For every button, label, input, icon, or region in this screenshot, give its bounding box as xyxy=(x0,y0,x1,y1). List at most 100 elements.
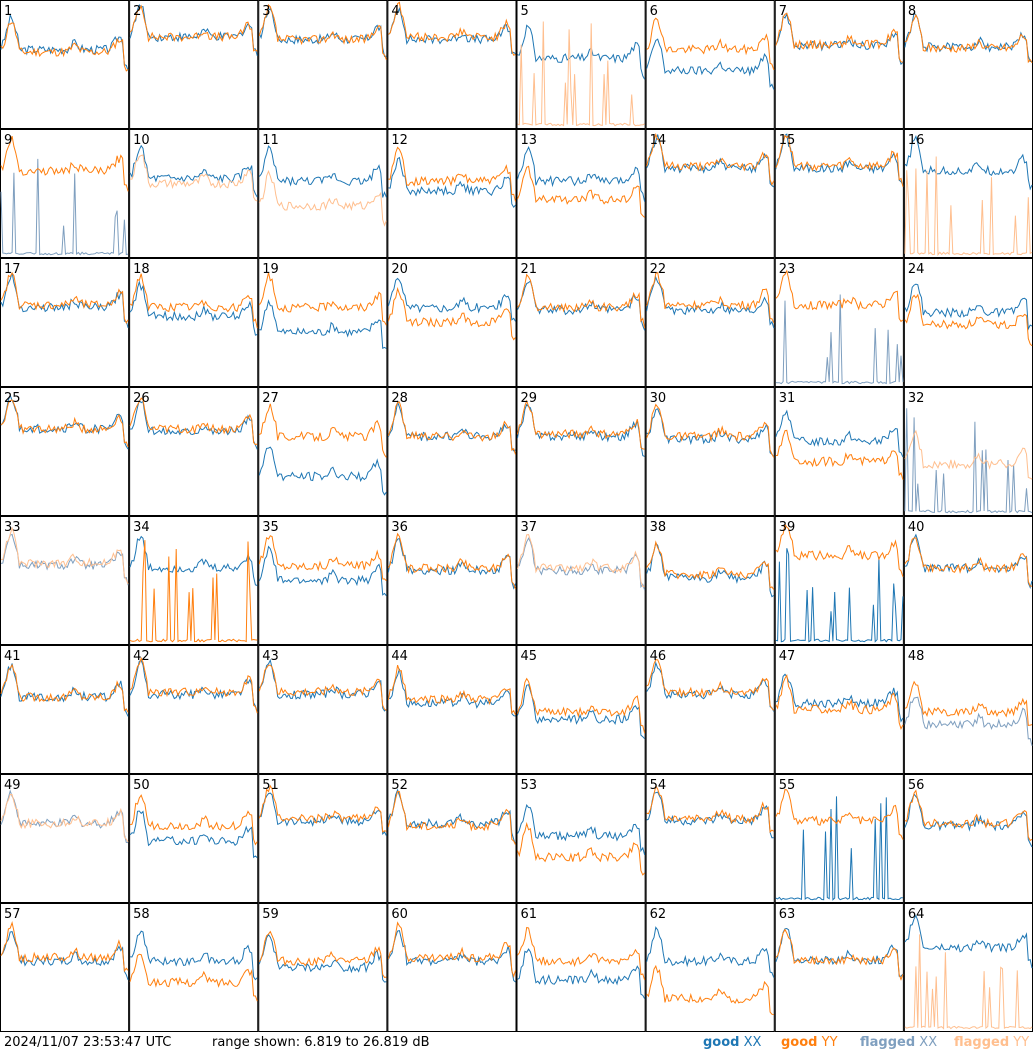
panel-50: 50 xyxy=(129,774,259,903)
panel-21: 21 xyxy=(516,258,646,387)
series-good-xx xyxy=(646,38,775,90)
series-good-xx xyxy=(775,548,904,643)
series-good-yy xyxy=(646,964,774,1016)
panel-label: 32 xyxy=(908,391,925,406)
series-good-xx xyxy=(258,446,387,496)
panel-frame xyxy=(774,387,904,516)
series-good-xx xyxy=(517,24,646,80)
series-good-xx xyxy=(387,930,516,983)
panel-frame xyxy=(258,0,388,129)
panel-57: 57 xyxy=(0,903,130,1032)
series-good-yy xyxy=(775,673,904,731)
series-good-yy xyxy=(259,403,387,458)
panel-label: 35 xyxy=(262,520,279,535)
series-good-xx xyxy=(646,275,775,329)
panel-40: 40 xyxy=(903,516,1033,645)
panel-7: 7 xyxy=(774,0,904,129)
panel-frame xyxy=(774,903,904,1032)
panel-frame xyxy=(387,0,517,129)
series-good-xx xyxy=(388,6,516,55)
panel-35: 35 xyxy=(258,516,388,645)
panel-label: 53 xyxy=(521,778,538,793)
panel-13: 13 xyxy=(516,129,646,258)
panel-label: 19 xyxy=(262,262,279,277)
panel-frame xyxy=(645,903,775,1032)
panel-59: 59 xyxy=(258,903,388,1032)
panel-14: 14 xyxy=(645,129,775,258)
series-good-xx xyxy=(517,948,646,999)
panel-frame xyxy=(645,258,775,387)
panel-frame xyxy=(645,645,775,774)
panel-27: 27 xyxy=(258,387,388,516)
panel-31: 31 xyxy=(774,387,904,516)
series-flagged-xx xyxy=(0,533,129,586)
panel-label: 47 xyxy=(779,649,796,664)
series-good-yy xyxy=(258,272,387,326)
panel-frame xyxy=(903,129,1033,258)
panel-label: 1 xyxy=(4,4,12,19)
panel-frame xyxy=(645,516,775,645)
panel-10: 10 xyxy=(129,129,259,258)
panel-4: 4 xyxy=(387,0,517,129)
panel-frame xyxy=(387,516,517,645)
panel-28: 28 xyxy=(387,387,517,516)
series-good-yy xyxy=(129,540,258,643)
panel-20: 20 xyxy=(387,258,517,387)
panel-frame xyxy=(129,774,259,903)
panel-label: 20 xyxy=(391,262,408,277)
panel-label: 43 xyxy=(262,649,279,664)
panel-51: 51 xyxy=(258,774,388,903)
series-good-xx xyxy=(129,280,258,336)
panel-frame xyxy=(774,0,904,129)
legend-flagged-xx: flagged XX xyxy=(860,1035,938,1050)
panel-label: 54 xyxy=(650,778,667,793)
panel-frame xyxy=(516,645,646,774)
series-flagged-xx xyxy=(904,696,1033,746)
series-good-yy xyxy=(387,790,516,845)
panel-frame xyxy=(774,774,904,903)
panel-frame xyxy=(387,387,517,516)
series-good-yy xyxy=(387,401,516,455)
legend-flagged-yy: flagged YY xyxy=(954,1035,1030,1050)
panel-48: 48 xyxy=(903,645,1033,774)
series-good-yy xyxy=(0,399,129,448)
panel-label: 9 xyxy=(4,133,12,148)
panel-23: 23 xyxy=(774,258,904,387)
panel-17: 17 xyxy=(0,258,130,387)
panel-label: 51 xyxy=(262,778,279,793)
panel-55: 55 xyxy=(774,774,904,903)
panel-frame xyxy=(0,774,130,903)
series-good-yy xyxy=(0,920,129,973)
panel-label: 8 xyxy=(908,4,916,19)
series-good-yy xyxy=(258,930,387,978)
series-good-xx xyxy=(388,156,516,209)
panel-label: 29 xyxy=(521,391,538,406)
panel-label: 18 xyxy=(133,262,150,277)
series-good-yy xyxy=(646,659,775,711)
panel-25: 25 xyxy=(0,387,130,516)
panel-60: 60 xyxy=(387,903,517,1032)
series-good-xx xyxy=(517,803,646,856)
panel-label: 50 xyxy=(133,778,150,793)
panel-label: 26 xyxy=(133,391,150,406)
series-good-yy xyxy=(775,12,903,63)
panel-label: 13 xyxy=(521,133,538,148)
series-flagged-yy xyxy=(904,429,1033,480)
panel-frame xyxy=(903,516,1033,645)
series-flagged-yy xyxy=(258,169,387,227)
panel-label: 3 xyxy=(262,4,270,19)
panel-frame xyxy=(129,903,259,1032)
series-good-xx xyxy=(646,791,774,839)
panel-46: 46 xyxy=(645,645,775,774)
panel-label: 42 xyxy=(133,649,150,664)
panel-label: 37 xyxy=(521,520,538,535)
panel-frame xyxy=(0,258,130,387)
panel-label: 41 xyxy=(4,649,21,664)
panel-label: 2 xyxy=(133,4,141,19)
panel-label: 48 xyxy=(908,649,925,664)
series-good-xx xyxy=(775,133,904,185)
series-good-yy xyxy=(258,4,387,60)
panel-label: 59 xyxy=(262,907,279,922)
series-good-yy xyxy=(517,821,645,876)
panel-label: 62 xyxy=(650,907,667,922)
